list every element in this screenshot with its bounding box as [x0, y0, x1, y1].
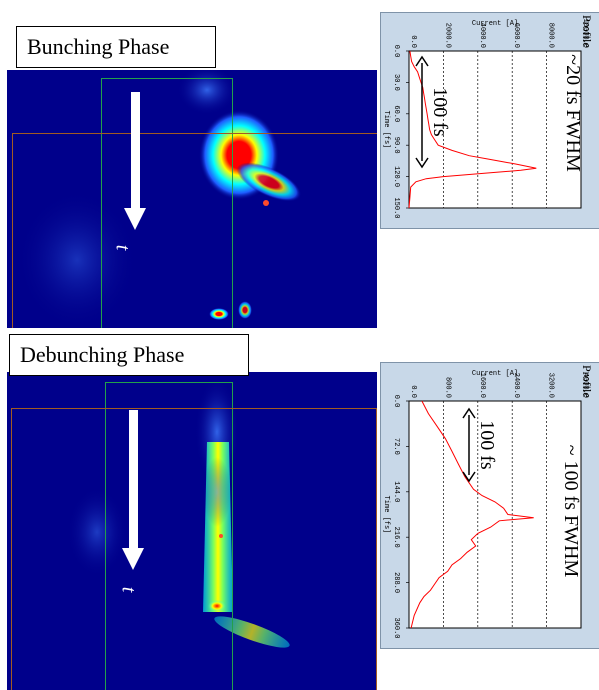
time-arrow-label: t: [111, 244, 134, 251]
time-arrow-head: [124, 208, 146, 230]
debunching-profile-window: 0.0 800.0 1600.0 2400.0 3200.0 4000.0 0.0 72.0 1…: [380, 362, 599, 649]
x-tick-label: 0.0: [392, 45, 400, 58]
y-tick-label: 2000.0: [443, 23, 451, 48]
y-tick-label: 0.0: [409, 385, 417, 398]
debunching-profile-plot: 0.0 800.0 1600.0 2400.0 3200.0 4000.0 0.0 72.0 1…: [382, 365, 594, 639]
bunching-profile-plot: 0.0 2000.0 4000.0 6000.0 8000.0 10000.0 0.0 30.…: [382, 15, 594, 219]
debunching-phase-label: Debunching Phase: [9, 334, 249, 376]
profile-trace: [408, 50, 537, 209]
time-arrow-shaft: [129, 410, 138, 550]
roi-green-box: [105, 382, 233, 690]
x-axis-label: Time [fs]: [382, 496, 390, 534]
plot-area: [408, 50, 582, 209]
debunching-beam-heatmap: [67, 377, 290, 648]
y-tick-label: 10000.0: [581, 19, 589, 48]
fwhm-annotation: ~ 100 fs FWHM: [560, 445, 582, 578]
width-arrow-head-bottom: [415, 157, 429, 169]
y-axis-label: Current [A]: [472, 370, 518, 378]
roi-orange-box: [11, 408, 377, 690]
profile-title: Profile: [580, 15, 594, 48]
y-axis-label: Current [A]: [472, 20, 518, 28]
width-arrow-head-bottom: [462, 471, 476, 483]
y-tick-label: 4000.0: [581, 373, 589, 398]
roi-orange-box: [12, 133, 377, 328]
x-axis-label: Time [fs]: [382, 111, 390, 149]
x-tick-label: 120.0: [392, 166, 400, 187]
time-arrow-shaft: [131, 92, 140, 210]
bunching-beam-image: t: [7, 70, 377, 328]
plot-area: [408, 400, 582, 629]
x-tick-label: 144.0: [392, 481, 400, 502]
y-tick-label: 8000.0: [547, 23, 555, 48]
bunching-beam-heatmap: [17, 70, 302, 328]
y-tick-label: 6000.0: [512, 23, 520, 48]
roi-green-box: [101, 78, 233, 328]
bunching-phase-label: Bunching Phase: [16, 26, 216, 68]
y-tick-label: 4000.0: [478, 23, 486, 48]
time-arrow-head: [122, 548, 144, 570]
debunching-beam-image: t: [7, 372, 377, 690]
profile-title: Profile: [580, 365, 594, 398]
fwhm-annotation: ~20 fs FWHM: [562, 54, 584, 172]
y-tick-label: 3200.0: [547, 373, 555, 398]
x-tick-label: 30.0: [392, 74, 400, 91]
x-tick-label: 216.0: [392, 527, 400, 548]
y-tick-label: 1600.0: [478, 373, 486, 398]
profile-trace: [410, 400, 534, 629]
y-tick-label: 0.0: [409, 35, 417, 48]
x-tick-label: 288.0: [392, 572, 400, 593]
bunching-profile-window: 0.0 2000.0 4000.0 6000.0 8000.0 10000.0 0.0 30.…: [380, 12, 599, 229]
y-tick-label: 2400.0: [512, 373, 520, 398]
x-tick-label: 0.0: [392, 395, 400, 408]
x-tick-label: 150.0: [392, 197, 400, 218]
width-annotation: 100 fs: [476, 420, 498, 470]
x-tick-label: 90.0: [392, 137, 400, 154]
time-arrow-label: t: [117, 586, 140, 593]
width-arrow-head-top: [462, 407, 476, 419]
width-annotation: 100 fs: [429, 87, 451, 137]
width-arrow-head-top: [415, 55, 429, 67]
x-tick-label: 72.0: [392, 438, 400, 455]
x-tick-label: 60.0: [392, 105, 400, 122]
y-tick-label: 800.0: [443, 377, 451, 398]
x-tick-label: 360.0: [392, 617, 400, 638]
